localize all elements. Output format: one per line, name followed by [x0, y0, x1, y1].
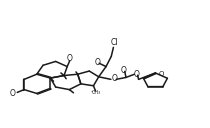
Text: O: O — [112, 74, 118, 83]
Text: O: O — [10, 89, 16, 98]
Text: O: O — [67, 54, 73, 63]
Text: O: O — [133, 70, 139, 79]
Text: Cl: Cl — [110, 38, 118, 47]
Text: CH₃: CH₃ — [92, 90, 101, 95]
Text: O: O — [121, 66, 127, 75]
Text: O: O — [159, 71, 164, 77]
Text: ...: ... — [91, 88, 96, 93]
Text: O: O — [95, 58, 101, 67]
